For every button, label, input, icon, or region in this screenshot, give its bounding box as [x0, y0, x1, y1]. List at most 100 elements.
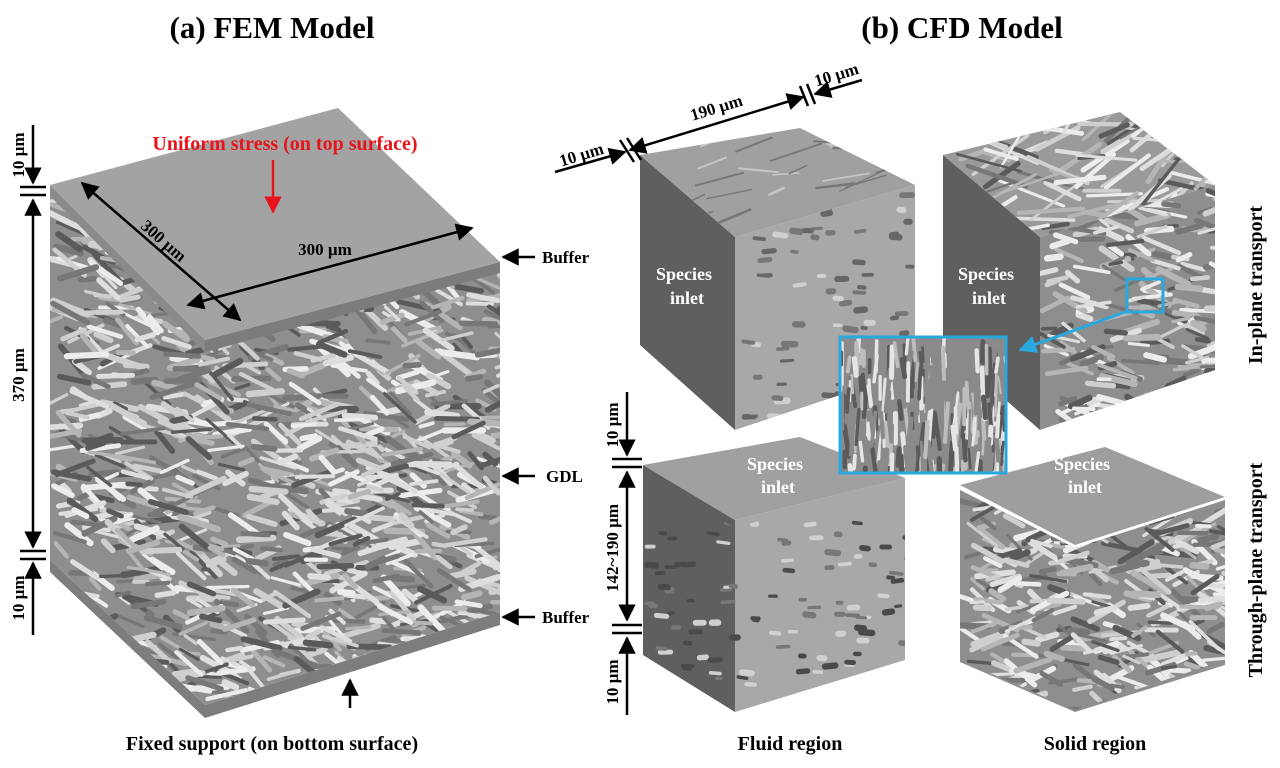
fiber-texture [208, 370, 234, 402]
fiber-texture [337, 588, 356, 597]
fiber-texture [80, 372, 111, 390]
fiber-texture [91, 510, 116, 521]
fiber-texture [897, 399, 904, 422]
fiber-texture [899, 330, 910, 337]
fiber-texture [1181, 380, 1215, 403]
fiber-texture [1181, 651, 1198, 657]
fiber-texture [822, 172, 870, 182]
fiber-texture [1015, 602, 1040, 614]
fiber-texture [789, 227, 804, 236]
fiber-texture [502, 638, 535, 642]
fiber-texture [414, 665, 436, 689]
fiber-texture [79, 678, 103, 696]
fiber-texture [1217, 707, 1225, 710]
fiber-texture [1203, 304, 1215, 312]
fiber-texture [1052, 604, 1078, 616]
fiber-texture [431, 653, 457, 667]
fiber-texture [442, 675, 480, 683]
fiber-texture [465, 647, 500, 661]
fiber-texture [1108, 260, 1124, 266]
fiber-texture [172, 609, 190, 621]
fiber-texture [385, 553, 414, 566]
fiber-texture [330, 364, 368, 373]
fiber-texture [950, 424, 958, 452]
fiber-texture [850, 373, 855, 395]
fiber-texture [475, 216, 497, 224]
fiber-texture [812, 140, 832, 144]
fiber-texture [65, 677, 93, 700]
fiber-texture [221, 544, 241, 548]
fiber-texture [441, 331, 474, 342]
fiber-texture [965, 163, 1029, 189]
fiber-texture [112, 677, 133, 687]
fiber-texture [178, 621, 208, 636]
fiber-texture [471, 433, 500, 451]
fiber-texture [697, 156, 727, 170]
fiber-texture [1127, 342, 1150, 347]
fiber-texture [382, 687, 411, 705]
fiber-texture [1181, 621, 1202, 640]
fiber-texture [875, 159, 915, 174]
fiber-texture [163, 532, 185, 551]
fiber-texture [895, 445, 902, 468]
fiber-texture [395, 369, 420, 381]
fiber-texture [70, 519, 109, 528]
fiber-texture [238, 372, 276, 393]
fiber-texture [266, 669, 299, 682]
fiber-texture [192, 473, 221, 491]
fiber-texture [439, 672, 480, 689]
fiber-texture [110, 679, 140, 694]
fiber-texture [1203, 583, 1225, 589]
fiber-texture [1093, 604, 1118, 616]
fiber-texture [973, 416, 980, 445]
fiber-texture [1059, 657, 1090, 667]
fiber-texture [1217, 525, 1225, 538]
fiber-texture [972, 604, 993, 612]
fiber-texture [433, 442, 461, 454]
fiber-texture [911, 337, 918, 363]
fiber-texture [475, 431, 496, 444]
fiber-texture [411, 659, 455, 675]
fiber-texture [1040, 267, 1059, 276]
fiber-texture [65, 632, 104, 645]
fiber-texture [923, 353, 931, 397]
fiber-texture [1143, 696, 1162, 704]
fiber-texture [868, 412, 875, 443]
fiber-texture [461, 590, 483, 601]
fiber-texture [1150, 409, 1171, 415]
fiber-texture [193, 510, 212, 520]
fiber-texture [841, 423, 852, 459]
fiber-texture [882, 133, 902, 139]
fiber-texture [862, 465, 868, 473]
fiber-texture [474, 345, 500, 358]
fiber-texture [1070, 616, 1101, 632]
fiber-texture [396, 375, 419, 395]
species-inlet-label: Species [958, 264, 1014, 284]
fiber-texture [963, 380, 970, 407]
fiber-texture [851, 520, 863, 526]
cfd-vertical-dimensions [612, 392, 642, 715]
fiber-texture [183, 549, 200, 562]
fiber-texture [1147, 425, 1163, 430]
fiber-texture [426, 655, 450, 662]
species-inlet-label: Species [1054, 454, 1110, 474]
fiber-texture [152, 714, 176, 720]
fiber-texture [1219, 312, 1248, 316]
fiber-texture [50, 393, 69, 406]
fiber-texture [332, 488, 351, 495]
fiber-texture [1161, 201, 1182, 209]
fiber-texture [417, 714, 445, 724]
fiber-texture [643, 706, 655, 710]
fiber-texture [111, 665, 155, 671]
fiber-texture [487, 323, 500, 329]
fiber-texture [116, 593, 131, 605]
fiber-texture [330, 434, 354, 455]
fiber-texture [109, 668, 144, 676]
fiber-texture [1183, 697, 1220, 710]
fiber-texture [736, 675, 749, 681]
fiber-texture [411, 686, 438, 697]
fiber-texture [377, 603, 414, 625]
fiber-texture [79, 645, 115, 668]
fiber-texture [456, 717, 485, 745]
fiber-texture [325, 323, 342, 333]
